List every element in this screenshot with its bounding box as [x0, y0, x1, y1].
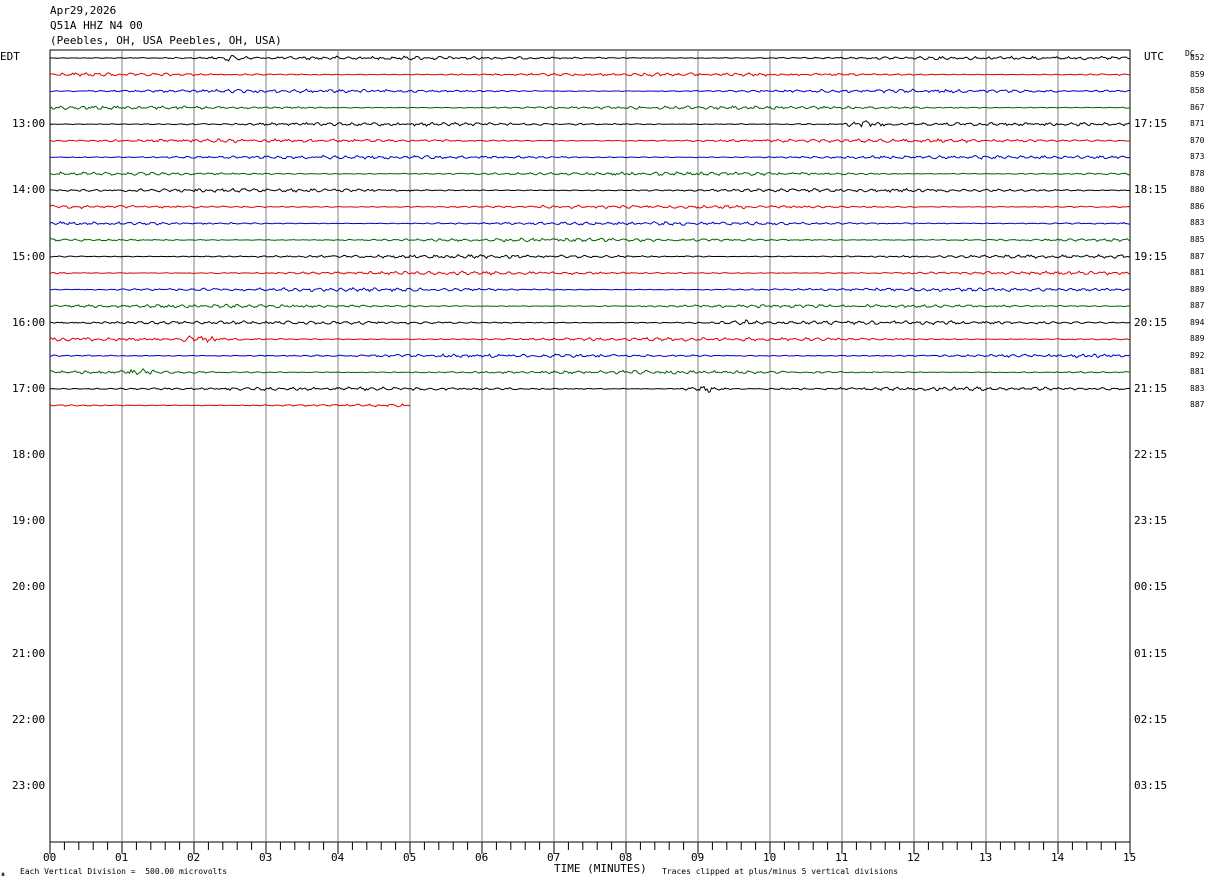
x-tick-label: 02	[187, 851, 201, 864]
utc-hour-label: 03:15	[1134, 778, 1168, 792]
x-tick-label: 11	[835, 851, 849, 864]
dc-offset-value: 881	[1190, 268, 1205, 278]
edt-hour-label: 22:00	[12, 712, 46, 726]
utc-hour-label: 00:15	[1134, 580, 1168, 594]
edt-hour-label: 16:00	[12, 315, 46, 329]
minute-gridlines	[49, 49, 1131, 843]
utc-hour-label: 02:15	[1134, 712, 1168, 726]
utc-hour-label: 17:15	[1134, 117, 1168, 131]
vertical-division-note: Each Vertical Division = 500.00 microvol…	[20, 867, 228, 876]
x-tick-label: 06	[475, 851, 489, 864]
x-tick-label: 04	[331, 851, 345, 864]
trace-row-5	[49, 137, 1131, 144]
station-channel: Q51A HHZ N4 00	[50, 19, 143, 32]
record-date: Apr29,2026	[50, 4, 117, 17]
trace-row-3	[49, 105, 1131, 111]
dc-offset-header: DC	[1185, 49, 1195, 58]
trace-row-6	[49, 154, 1131, 160]
trace-row-20	[49, 385, 1131, 393]
trace-row-2	[49, 88, 1131, 94]
dc-offset-value: 886	[1190, 201, 1205, 211]
trace-row-1	[49, 72, 1131, 78]
trace-row-9	[49, 204, 1131, 210]
trace-row-14	[49, 287, 1131, 293]
edt-hour-label: 20:00	[12, 580, 46, 594]
dc-offset-value: 885	[1190, 234, 1205, 244]
dc-offset-value: 858	[1190, 86, 1205, 96]
utc-hour-label: 23:15	[1134, 514, 1168, 528]
trace-row-10	[49, 220, 1131, 226]
dc-offset-value: 881	[1190, 367, 1205, 377]
x-tick-label: 07	[547, 851, 561, 864]
seismic-traces	[49, 55, 1131, 408]
right-timezone-label: UTC	[1144, 50, 1164, 63]
edt-hour-label: 18:00	[12, 448, 46, 461]
trace-row-4	[49, 120, 1131, 128]
station-location: (Peebles, OH, USA Peebles, OH, USA)	[50, 34, 282, 47]
x-tick-label: 10	[763, 851, 777, 864]
trace-row-12	[49, 254, 1131, 260]
x-tick-label: 08	[619, 851, 633, 864]
dc-offset-value: 892	[1190, 350, 1205, 360]
x-tick-label: 13	[979, 851, 993, 864]
clipping-note: Traces clipped at plus/minus 5 vertical …	[662, 867, 899, 876]
corner-mark-icon: ⏸	[1, 870, 5, 879]
edt-hour-label: 14:00	[12, 183, 46, 197]
x-tick-label: 05	[403, 851, 417, 864]
trace-row-19	[49, 367, 1131, 376]
dc-offset-value: 894	[1190, 317, 1205, 327]
edt-hour-label: 19:00	[12, 514, 46, 528]
plot-frame	[49, 49, 1131, 843]
dc-offset-value: 870	[1190, 135, 1205, 145]
dc-offset-value: 883	[1190, 218, 1205, 228]
utc-hour-label: 22:15	[1134, 448, 1168, 461]
trace-row-15	[49, 303, 1131, 309]
dc-offset-value: 887	[1190, 301, 1205, 311]
edt-hour-label: 17:00	[12, 381, 46, 395]
dc-offset-value: 889	[1190, 334, 1205, 344]
trace-row-8	[49, 187, 1131, 193]
trace-row-16	[49, 319, 1131, 326]
trace-row-13	[49, 270, 1131, 276]
x-tick-label: 09	[691, 851, 705, 864]
trace-row-18	[49, 353, 1131, 359]
dc-offset-value: 883	[1190, 383, 1205, 393]
edt-hour-label: 13:00	[12, 117, 46, 131]
utc-hour-label: 21:15	[1134, 381, 1168, 395]
utc-hour-label: 01:15	[1134, 646, 1168, 660]
x-tick-label: 01	[115, 851, 129, 864]
x-tick-label: 12	[907, 851, 921, 864]
trace-row-17	[49, 335, 1131, 343]
trace-row-21	[49, 403, 411, 408]
x-tick-label: 03	[259, 851, 273, 864]
trace-row-7	[49, 171, 1131, 177]
dc-offset-value: 871	[1190, 119, 1205, 129]
edt-hour-label: 23:00	[12, 778, 46, 792]
dc-offset-value: 867	[1190, 102, 1205, 112]
dc-offset-value: 880	[1190, 185, 1205, 195]
dc-offset-value: 873	[1190, 152, 1205, 162]
time-axis-ticks	[49, 842, 1131, 854]
dc-offset-value: 852	[1190, 53, 1205, 62]
edt-hour-label: 15:00	[12, 249, 46, 263]
x-tick-label: 00	[43, 851, 57, 864]
x-tick-label: 14	[1051, 851, 1065, 864]
dc-offset-value: 859	[1190, 69, 1205, 79]
trace-row-0	[49, 55, 1131, 62]
dc-offset-value: 878	[1190, 168, 1205, 178]
dc-offset-value: 889	[1190, 284, 1205, 294]
left-timezone-label: EDT	[0, 50, 20, 63]
dc-offset-value: 887	[1190, 251, 1205, 261]
trace-row-11	[49, 237, 1131, 243]
x-tick-label: 15	[1123, 851, 1137, 864]
edt-hour-label: 21:00	[12, 646, 46, 660]
utc-hour-label: 18:15	[1134, 183, 1168, 197]
utc-hour-label: 19:15	[1134, 249, 1168, 263]
utc-hour-label: 20:15	[1134, 315, 1168, 329]
x-axis-title: TIME (MINUTES)	[554, 862, 647, 875]
dc-offset-value: 887	[1190, 400, 1205, 410]
